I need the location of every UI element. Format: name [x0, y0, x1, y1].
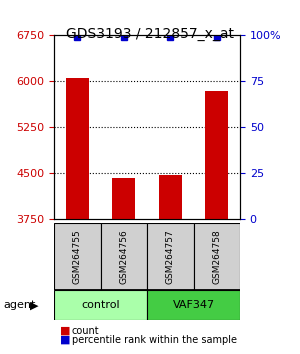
FancyBboxPatch shape [54, 290, 147, 320]
Bar [66, 78, 89, 219]
Text: count: count [72, 326, 100, 336]
Text: ■: ■ [60, 326, 70, 336]
Text: GDS3193 / 212857_x_at: GDS3193 / 212857_x_at [66, 27, 234, 41]
Text: agent: agent [3, 300, 35, 310]
Text: GSM264757: GSM264757 [166, 229, 175, 284]
Text: ▶: ▶ [30, 300, 39, 310]
Text: control: control [81, 300, 120, 310]
Text: percentile rank within the sample: percentile rank within the sample [72, 335, 237, 345]
FancyBboxPatch shape [194, 223, 240, 290]
FancyBboxPatch shape [100, 223, 147, 290]
Bar [159, 175, 182, 219]
Text: GSM264756: GSM264756 [119, 229, 128, 284]
Bar [112, 178, 135, 219]
FancyBboxPatch shape [147, 223, 194, 290]
FancyBboxPatch shape [54, 223, 100, 290]
Text: GSM264755: GSM264755 [73, 229, 82, 284]
Text: ■: ■ [60, 335, 70, 345]
Text: GSM264758: GSM264758 [212, 229, 221, 284]
Bar [205, 91, 228, 219]
Text: VAF347: VAF347 [172, 300, 214, 310]
FancyBboxPatch shape [147, 290, 240, 320]
